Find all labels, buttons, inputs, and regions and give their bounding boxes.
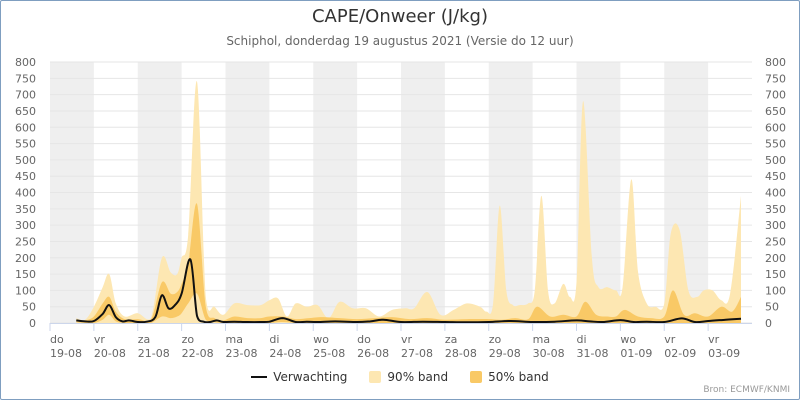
x-tick-date-15: 03-09	[708, 347, 740, 360]
y-tick-left-3: 150	[15, 268, 36, 281]
legend-swatch-band50	[470, 371, 483, 383]
x-tick-date-13: 01-09	[620, 347, 652, 360]
y-tick-right-1: 50	[765, 301, 779, 314]
x-tick-day-9: za	[445, 333, 458, 346]
chart-subtitle: Schiphol, donderdag 19 augustus 2021 (Ve…	[226, 34, 574, 48]
legend: Verwachting 90% band 50% band	[0, 370, 800, 384]
y-tick-right-2: 100	[765, 284, 786, 297]
x-tick-day-1: vr	[94, 333, 106, 346]
band-50-area	[76, 203, 742, 323]
x-tick-date-14: 02-09	[664, 347, 696, 360]
y-tick-left-7: 350	[15, 203, 36, 216]
x-tick-date-7: 26-08	[357, 347, 389, 360]
x-tick-date-9: 28-08	[445, 347, 477, 360]
y-tick-left-6: 300	[15, 219, 36, 232]
x-tick-date-3: 22-08	[182, 347, 214, 360]
y-tick-left-5: 250	[15, 235, 36, 248]
x-tick-day-8: vr	[401, 333, 413, 346]
legend-label-verwachting: Verwachting	[273, 370, 348, 384]
y-tick-right-10: 500	[765, 154, 786, 167]
x-tick-date-12: 31-08	[577, 347, 609, 360]
x-tick-day-12: di	[577, 333, 587, 346]
x-tick-date-8: 27-08	[401, 347, 433, 360]
x-tick-date-2: 21-08	[138, 347, 170, 360]
x-tick-day-2: za	[138, 333, 151, 346]
x-tick-date-5: 24-08	[269, 347, 301, 360]
forecast-line	[76, 258, 742, 324]
x-tick-day-13: wo	[620, 333, 636, 346]
legend-swatch-band90	[369, 371, 382, 383]
y-tick-right-15: 750	[765, 72, 786, 85]
y-tick-left-4: 200	[15, 252, 36, 265]
x-tick-date-0: 19-08	[50, 347, 82, 360]
x-tick-date-6: 25-08	[313, 347, 345, 360]
legend-item-verwachting[interactable]: Verwachting	[251, 370, 347, 384]
legend-item-band90[interactable]: 90% band	[369, 370, 448, 384]
y-tick-right-16: 800	[765, 56, 786, 69]
x-tick-day-0: do	[50, 333, 64, 346]
y-tick-left-12: 600	[15, 121, 36, 134]
y-tick-left-11: 550	[15, 138, 36, 151]
y-tick-right-7: 350	[765, 203, 786, 216]
x-tick-day-10: zo	[489, 333, 502, 346]
y-tick-right-11: 550	[765, 138, 786, 151]
y-tick-left-2: 100	[15, 284, 36, 297]
y-tick-right-3: 150	[765, 268, 786, 281]
y-tick-left-1: 50	[22, 301, 36, 314]
x-tick-day-5: di	[269, 333, 279, 346]
x-tick-day-15: vr	[708, 333, 720, 346]
x-tick-day-7: do	[357, 333, 371, 346]
y-tick-left-9: 450	[15, 170, 36, 183]
y-tick-right-13: 650	[765, 105, 786, 118]
x-tick-date-11: 30-08	[533, 347, 565, 360]
y-tick-left-0: 0	[29, 317, 36, 330]
y-tick-left-14: 700	[15, 89, 36, 102]
y-tick-left-8: 400	[15, 187, 36, 200]
x-tick-date-10: 29-08	[489, 347, 521, 360]
x-tick-day-6: wo	[313, 333, 329, 346]
legend-label-band50: 50% band	[488, 370, 549, 384]
y-tick-right-0: 0	[765, 317, 772, 330]
chart-title: CAPE/Onweer (J/kg)	[311, 6, 488, 27]
x-tick-day-11: ma	[533, 333, 550, 346]
y-tick-right-9: 450	[765, 170, 786, 183]
y-tick-right-14: 700	[765, 89, 786, 102]
x-tick-day-4: ma	[226, 333, 243, 346]
legend-swatch-verwachting	[251, 376, 268, 378]
credit-text: Bron: ECMWF/KNMI	[703, 385, 790, 395]
legend-item-band50[interactable]: 50% band	[470, 370, 549, 384]
y-tick-left-16: 800	[15, 56, 36, 69]
y-tick-right-4: 200	[765, 252, 786, 265]
y-tick-right-5: 250	[765, 235, 786, 248]
x-tick-date-4: 23-08	[226, 347, 258, 360]
y-tick-right-6: 300	[765, 219, 786, 232]
x-tick-day-3: zo	[182, 333, 195, 346]
y-tick-left-13: 650	[15, 105, 36, 118]
x-tick-date-1: 20-08	[94, 347, 126, 360]
y-tick-right-12: 600	[765, 121, 786, 134]
x-tick-day-14: vr	[664, 333, 676, 346]
y-tick-left-15: 750	[15, 72, 36, 85]
legend-label-band90: 90% band	[387, 370, 449, 384]
y-tick-left-10: 500	[15, 154, 36, 167]
y-tick-right-8: 400	[765, 187, 786, 200]
